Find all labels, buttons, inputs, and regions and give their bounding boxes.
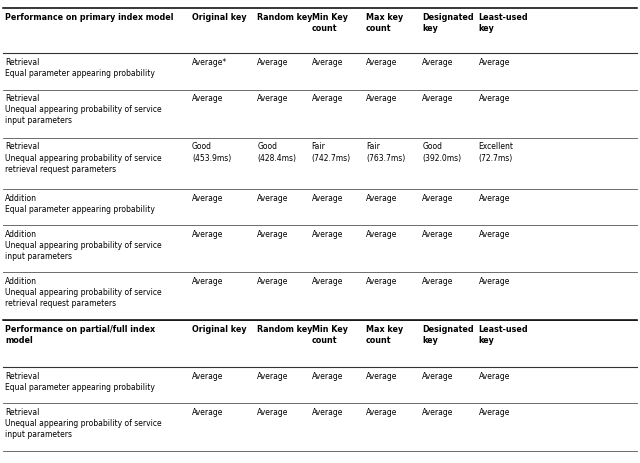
Text: Average: Average bbox=[422, 371, 454, 380]
Text: Average: Average bbox=[479, 58, 510, 67]
Text: Average: Average bbox=[479, 371, 510, 380]
Text: Original key: Original key bbox=[192, 13, 246, 22]
Text: Random key: Random key bbox=[257, 324, 313, 333]
Text: Good
(428.4ms): Good (428.4ms) bbox=[257, 142, 296, 162]
Text: Average: Average bbox=[192, 371, 223, 380]
Text: Average: Average bbox=[192, 229, 223, 238]
Text: Min Key
count: Min Key count bbox=[312, 324, 348, 344]
Text: Good
(453.9ms): Good (453.9ms) bbox=[192, 142, 231, 162]
Text: Excellent
(72.7ms): Excellent (72.7ms) bbox=[479, 142, 514, 162]
Text: Average: Average bbox=[257, 229, 289, 238]
Text: Average: Average bbox=[479, 407, 510, 416]
Text: Max key
count: Max key count bbox=[366, 324, 403, 344]
Text: Average: Average bbox=[312, 58, 343, 67]
Text: Average: Average bbox=[366, 58, 397, 67]
Text: Addition
Unequal appearing probability of service
retrieval request parameters: Addition Unequal appearing probability o… bbox=[5, 276, 162, 307]
Text: Average: Average bbox=[257, 276, 289, 285]
Text: Retrieval
Equal parameter appearing probability: Retrieval Equal parameter appearing prob… bbox=[5, 371, 155, 391]
Text: Average: Average bbox=[312, 229, 343, 238]
Text: Average: Average bbox=[422, 58, 454, 67]
Text: Average: Average bbox=[422, 407, 454, 416]
Text: Average: Average bbox=[192, 193, 223, 202]
Text: Average: Average bbox=[422, 193, 454, 202]
Text: Average: Average bbox=[312, 276, 343, 285]
Text: Average: Average bbox=[479, 94, 510, 103]
Text: Good
(392.0ms): Good (392.0ms) bbox=[422, 142, 461, 162]
Text: Average: Average bbox=[366, 229, 397, 238]
Text: Average: Average bbox=[422, 276, 454, 285]
Text: Performance on primary index model: Performance on primary index model bbox=[5, 13, 173, 22]
Text: Retrieval
Unequal appearing probability of service
input parameters: Retrieval Unequal appearing probability … bbox=[5, 407, 162, 438]
Text: Min Key
count: Min Key count bbox=[312, 13, 348, 33]
Text: Average: Average bbox=[422, 94, 454, 103]
Text: Designated
key: Designated key bbox=[422, 324, 474, 344]
Text: Average: Average bbox=[257, 371, 289, 380]
Text: Retrieval
Unequal appearing probability of service
input parameters: Retrieval Unequal appearing probability … bbox=[5, 94, 162, 125]
Text: Average: Average bbox=[366, 94, 397, 103]
Text: Average: Average bbox=[257, 193, 289, 202]
Text: Designated
key: Designated key bbox=[422, 13, 474, 33]
Text: Average: Average bbox=[312, 94, 343, 103]
Text: Average: Average bbox=[366, 407, 397, 416]
Text: Max key
count: Max key count bbox=[366, 13, 403, 33]
Text: Average: Average bbox=[312, 371, 343, 380]
Text: Least-used
key: Least-used key bbox=[479, 324, 529, 344]
Text: Addition
Unequal appearing probability of service
input parameters: Addition Unequal appearing probability o… bbox=[5, 229, 162, 260]
Text: Average: Average bbox=[192, 276, 223, 285]
Text: Average: Average bbox=[479, 229, 510, 238]
Text: Retrieval
Unequal appearing probability of service
retrieval request parameters: Retrieval Unequal appearing probability … bbox=[5, 142, 162, 173]
Text: Average: Average bbox=[366, 371, 397, 380]
Text: Fair
(763.7ms): Fair (763.7ms) bbox=[366, 142, 405, 162]
Text: Random key: Random key bbox=[257, 13, 313, 22]
Text: Average: Average bbox=[192, 94, 223, 103]
Text: Addition
Equal parameter appearing probability: Addition Equal parameter appearing proba… bbox=[5, 193, 155, 213]
Text: Average: Average bbox=[366, 193, 397, 202]
Text: Average: Average bbox=[422, 229, 454, 238]
Text: Average: Average bbox=[257, 94, 289, 103]
Text: Retrieval
Equal parameter appearing probability: Retrieval Equal parameter appearing prob… bbox=[5, 58, 155, 78]
Text: Average: Average bbox=[479, 193, 510, 202]
Text: Average: Average bbox=[192, 407, 223, 416]
Text: Original key: Original key bbox=[192, 324, 246, 333]
Text: Average: Average bbox=[312, 193, 343, 202]
Text: Average: Average bbox=[479, 276, 510, 285]
Text: Average: Average bbox=[257, 407, 289, 416]
Text: Average: Average bbox=[257, 58, 289, 67]
Text: Average: Average bbox=[312, 407, 343, 416]
Text: Performance on partial/full index
model: Performance on partial/full index model bbox=[5, 324, 156, 344]
Text: Average*: Average* bbox=[192, 58, 227, 67]
Text: Least-used
key: Least-used key bbox=[479, 13, 529, 33]
Text: Average: Average bbox=[366, 276, 397, 285]
Text: Fair
(742.7ms): Fair (742.7ms) bbox=[312, 142, 351, 162]
